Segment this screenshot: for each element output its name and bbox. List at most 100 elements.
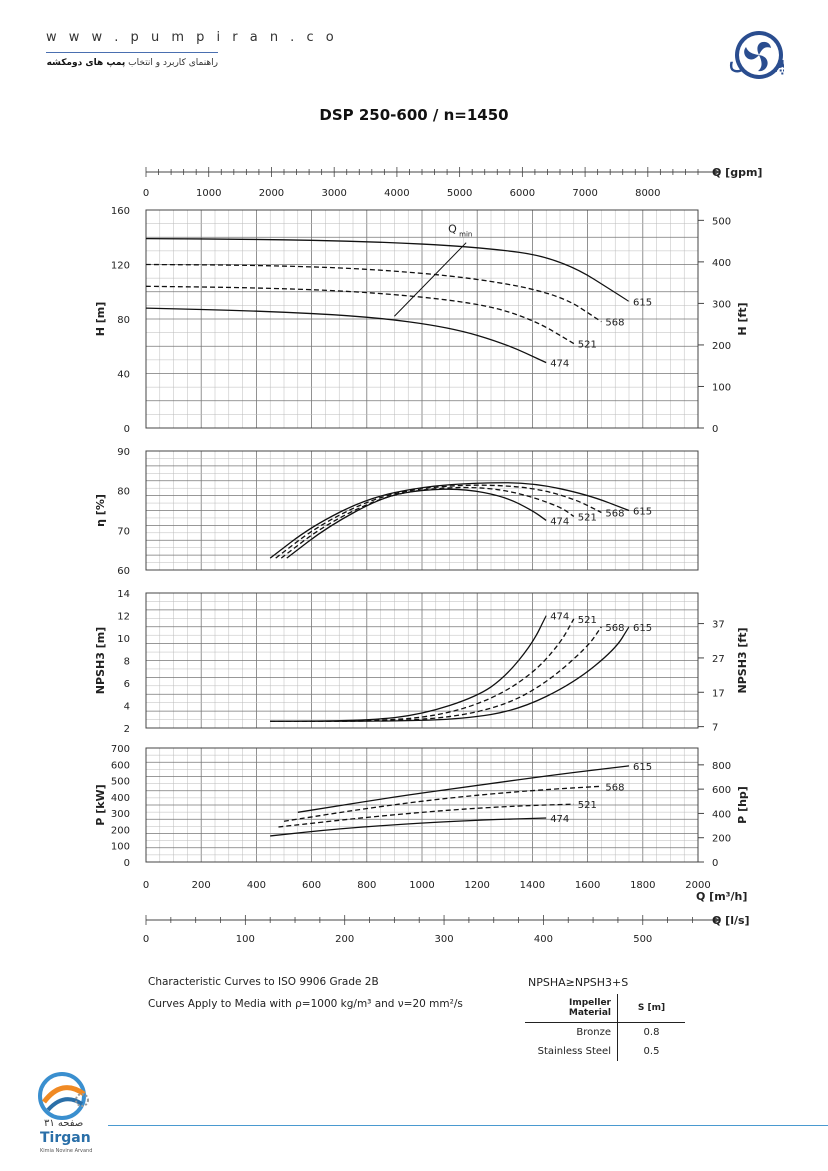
xaxis-1-tick-label: 1800 xyxy=(630,880,655,891)
qmin-sub-label: min xyxy=(459,231,472,239)
head-ytick-label: 120 xyxy=(111,261,130,272)
efficiency-ytick-label: 80 xyxy=(117,487,130,498)
power-ylabel: P [kW] xyxy=(94,784,107,825)
head-ytick-label: 160 xyxy=(111,206,130,217)
efficiency-curve-label-615: 615 xyxy=(633,507,652,518)
head-ytick-label: 0 xyxy=(124,424,130,435)
table-header-material: Impeller Material xyxy=(525,994,618,1023)
npsh-y2tick-label: 37 xyxy=(712,620,725,631)
npsh-curve-label-474: 474 xyxy=(550,612,569,623)
table-row: Stainless Steel 0.5 xyxy=(525,1042,685,1061)
efficiency-ytick-label: 70 xyxy=(117,526,130,537)
table-header-s: S [m] xyxy=(617,994,685,1023)
xaxis-0-tick-label: 4000 xyxy=(384,188,409,199)
npsh-curve-label-615: 615 xyxy=(633,623,652,634)
power-curve-615 xyxy=(297,765,630,813)
xaxis-2-tick-label: 400 xyxy=(534,934,553,945)
head-y2tick-label: 500 xyxy=(712,216,731,227)
xaxis-0-tick-label: 7000 xyxy=(572,188,597,199)
xaxis-0-tick-label: 5000 xyxy=(447,188,472,199)
head-curve-568 xyxy=(145,263,602,323)
npsh-y2tick-label: 27 xyxy=(712,654,725,665)
efficiency-ytick-label: 60 xyxy=(117,566,130,577)
pumpiran-emblem-icon xyxy=(735,31,783,79)
power-ytick-label: 500 xyxy=(111,777,130,788)
power-curve-474 xyxy=(270,817,547,837)
power-frame xyxy=(145,747,699,863)
xaxis-0-tick-label: 6000 xyxy=(510,188,535,199)
xaxis-1-tick-label: 1400 xyxy=(520,880,545,891)
npsh-curve-label-568: 568 xyxy=(605,623,624,634)
header-subtitle: راهنمای کاربرد و انتخاب پمپ های دومکشه xyxy=(46,58,218,68)
efficiency-curve-label-568: 568 xyxy=(605,508,624,519)
xaxis-0-tick-label: 8000 xyxy=(635,188,660,199)
power-ytick-label: 300 xyxy=(111,809,130,820)
xaxis-0-arrow-icon xyxy=(714,169,720,175)
npsh-curve-615 xyxy=(270,626,630,722)
efficiency-ytick-label: 90 xyxy=(117,447,130,458)
qmin-label: Q xyxy=(448,223,457,236)
footer-brand: Tirgan xyxy=(40,1130,91,1146)
npsh-curve-label-521: 521 xyxy=(578,615,597,626)
brand-logo: پمپیران xyxy=(728,31,784,79)
efficiency-curve-568 xyxy=(275,484,602,559)
power-ytick-label: 100 xyxy=(111,842,130,853)
head-y2tick-label: 400 xyxy=(712,258,731,269)
npsh-ytick-label: 6 xyxy=(124,679,130,690)
power-curve-label-474: 474 xyxy=(550,814,569,825)
iso-note: Characteristic Curves to ISO 9906 Grade … xyxy=(148,976,379,988)
npsh-y2tick-label: 17 xyxy=(712,688,725,699)
xaxis-1-tick-label: 1000 xyxy=(409,880,434,891)
qmin-line xyxy=(394,242,467,317)
npsh-frame xyxy=(145,592,699,729)
npsh-ytick-label: 10 xyxy=(117,634,130,645)
power-y2tick-label: 800 xyxy=(712,761,731,772)
npsh-ytick-label: 12 xyxy=(117,612,130,623)
power-curve-521 xyxy=(278,803,574,828)
xaxis-2-tick-label: 500 xyxy=(633,934,652,945)
media-note-text: Curves Apply to Media with ρ=1000 kg/m³ … xyxy=(148,998,463,1010)
efficiency-curve-521 xyxy=(280,486,575,559)
table-cell-material: Bronze xyxy=(525,1022,618,1042)
footer-rule xyxy=(108,1125,828,1126)
head-y2tick-label: 0 xyxy=(712,424,718,435)
tirgan-logo-icon xyxy=(38,1072,89,1120)
xaxis-1-tick-label: 0 xyxy=(143,880,149,891)
efficiency-curve-label-521: 521 xyxy=(578,512,597,523)
head-curve-474 xyxy=(145,307,547,364)
xaxis-0-tick-label: 0 xyxy=(143,188,149,199)
head-ylabel: H [m] xyxy=(94,302,107,337)
head-y2tick-label: 100 xyxy=(712,382,731,393)
impeller-material-table: Impeller Material S [m] Bronze 0.8 Stain… xyxy=(525,994,685,1061)
xaxis-0-tick-label: 1000 xyxy=(196,188,221,199)
head-curve-label-521: 521 xyxy=(578,340,597,351)
efficiency-ylabel: η [%] xyxy=(94,494,107,527)
power-y2label: P [hp] xyxy=(736,786,749,824)
efficiency-curve-474 xyxy=(286,488,547,559)
media-note: Curves Apply to Media with ρ=1000 kg/m³ … xyxy=(148,998,463,1010)
head-frame xyxy=(145,209,699,429)
xaxis-1-tick-label: 200 xyxy=(192,880,211,891)
head-curve-521 xyxy=(145,285,575,345)
power-ytick-label: 600 xyxy=(111,760,130,771)
npsh-y2tick-label: 7 xyxy=(712,723,718,734)
xaxis-0-label: Q [gpm] xyxy=(712,166,762,179)
power-curve-label-615: 615 xyxy=(633,762,652,773)
xaxis-1-tick-label: 800 xyxy=(357,880,376,891)
xaxis-0-tick-label: 2000 xyxy=(259,188,284,199)
power-ytick-label: 700 xyxy=(111,744,130,755)
head-y2tick-label: 300 xyxy=(712,299,731,310)
power-ytick-label: 200 xyxy=(111,825,130,836)
table-cell-s: 0.5 xyxy=(643,1046,660,1057)
xaxis-1-tick-label: 600 xyxy=(302,880,321,891)
npsh-ytick-label: 14 xyxy=(117,589,130,600)
table-cell-s: 0.8 xyxy=(643,1027,660,1038)
head-y2label: H [ft] xyxy=(736,302,749,335)
npsh-ylabel: NPSH3 [m] xyxy=(94,627,107,694)
xaxis-2-tick-label: 0 xyxy=(143,934,149,945)
xaxis-0-tick-label: 3000 xyxy=(321,188,346,199)
chart-title: DSP 250-600 / n=1450 xyxy=(319,106,509,124)
site-url: w w w . p u m p i r a n . c o xyxy=(46,30,338,45)
power-ytick-label: 0 xyxy=(124,858,130,869)
